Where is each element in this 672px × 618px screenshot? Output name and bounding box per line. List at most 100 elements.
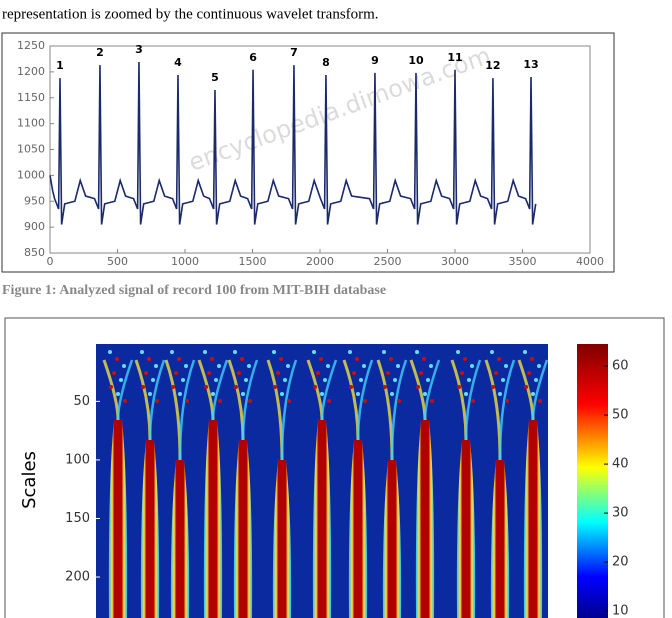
heat-speckle: [170, 350, 174, 354]
heat-speckle: [247, 364, 251, 368]
figure-caption: Figure 1: Analyzed signal of record 100 …: [2, 283, 386, 298]
heat-speckle: [355, 357, 359, 361]
heat-speckle: [356, 392, 360, 396]
heat-speckle: [524, 385, 528, 389]
beat-label: 6: [249, 51, 257, 64]
header-text: representation is zoomed by the continuo…: [2, 6, 379, 22]
x-tick-label: 3500: [509, 255, 537, 268]
heat-speckle: [181, 378, 185, 382]
heat-speckle: [237, 371, 241, 375]
heat-speckle: [147, 357, 151, 361]
beat-label: 11: [447, 51, 462, 64]
heat-speckle: [470, 364, 474, 368]
x-tick-label: 4000: [576, 255, 604, 268]
y-tick-label: 1250: [17, 39, 45, 52]
heat-speckle: [415, 350, 419, 354]
beat-label: 2: [96, 46, 104, 59]
heat-speckle: [423, 392, 427, 396]
heat-stripe: [382, 460, 402, 618]
heat-speckle: [326, 364, 330, 368]
heat-speckle: [214, 378, 218, 382]
heat-stripe: [312, 420, 332, 618]
heat-speckle: [320, 392, 324, 396]
colorbar-tick-label: 20: [612, 555, 629, 570]
colorbar-tick-label: 10: [612, 604, 629, 618]
colorbar-tick-label: 50: [612, 408, 629, 423]
y-tick-label: 1000: [17, 168, 45, 181]
y-tick-label: 100: [65, 452, 90, 467]
x-tick-label: 1000: [171, 255, 199, 268]
heat-speckle: [494, 371, 498, 375]
beat-label: 3: [135, 43, 143, 56]
beat-label: 5: [211, 71, 219, 84]
beat-label: 4: [174, 56, 182, 69]
heat-speckle: [456, 350, 460, 354]
heat-speckle: [426, 378, 430, 382]
heat-speckle: [393, 378, 397, 382]
heat-speckle: [396, 364, 400, 368]
heat-fork: [464, 359, 482, 441]
y-tick-label: 900: [24, 220, 45, 233]
heat-speckle: [430, 399, 434, 403]
heat-speckle: [211, 392, 215, 396]
heat-speckle: [523, 350, 527, 354]
heat-fork: [280, 359, 298, 461]
heat-stripe: [233, 440, 253, 618]
heat-speckle: [467, 378, 471, 382]
heat-speckle: [177, 357, 181, 361]
heat-speckle: [140, 350, 144, 354]
heat-speckle: [123, 399, 127, 403]
heat-speckle: [115, 357, 119, 361]
heat-speckle: [352, 371, 356, 375]
heat-fork: [116, 359, 134, 421]
ecg-line: [49, 62, 537, 225]
colorbar-tick-label: 40: [612, 457, 629, 472]
colorbar-tick-label: 30: [612, 506, 629, 521]
y-tick-label: 850: [24, 246, 45, 259]
heat-speckle: [141, 385, 145, 389]
heat-fork: [423, 359, 441, 421]
heat-speckle: [327, 399, 331, 403]
heat-speckle: [348, 350, 352, 354]
heat-speckle: [207, 371, 211, 375]
heat-speckle: [457, 385, 461, 389]
heat-speckle: [283, 378, 287, 382]
heat-speckle: [383, 385, 387, 389]
heat-speckle: [171, 385, 175, 389]
y-tick-label: 150: [65, 511, 90, 526]
heat-speckle: [316, 371, 320, 375]
heat-stripe: [272, 460, 292, 618]
heat-speckle: [497, 357, 501, 361]
heat-speckle: [234, 385, 238, 389]
heat-stripe: [108, 420, 128, 618]
heat-stripe: [170, 460, 190, 618]
heat-speckle: [359, 378, 363, 382]
beat-label: 9: [371, 54, 379, 67]
heat-speckle: [349, 385, 353, 389]
heat-speckle: [210, 357, 214, 361]
heat-speckle: [280, 392, 284, 396]
heat-speckle: [491, 385, 495, 389]
heat-speckle: [151, 378, 155, 382]
y-tick-label: 1150: [17, 91, 45, 104]
heat-speckle: [363, 399, 367, 403]
heat-stripe: [456, 440, 476, 618]
beat-label: 8: [322, 56, 330, 69]
x-tick-label: 3000: [441, 255, 469, 268]
heat-stripe: [140, 440, 160, 618]
heat-speckle: [534, 378, 538, 382]
heat-speckle: [144, 371, 148, 375]
heat-speckle: [397, 399, 401, 403]
colorbar-tick-label: 60: [612, 359, 629, 374]
heat-speckle: [218, 399, 222, 403]
y-tick-label: 1200: [17, 65, 45, 78]
beat-label: 7: [290, 46, 298, 59]
heat-fork: [390, 359, 408, 461]
heat-speckle: [416, 385, 420, 389]
heat-speckle: [248, 399, 252, 403]
heat-speckle: [501, 378, 505, 382]
heat-speckle: [287, 399, 291, 403]
heat-speckle: [276, 371, 280, 375]
heat-speckle: [108, 350, 112, 354]
heat-speckle: [203, 350, 207, 354]
